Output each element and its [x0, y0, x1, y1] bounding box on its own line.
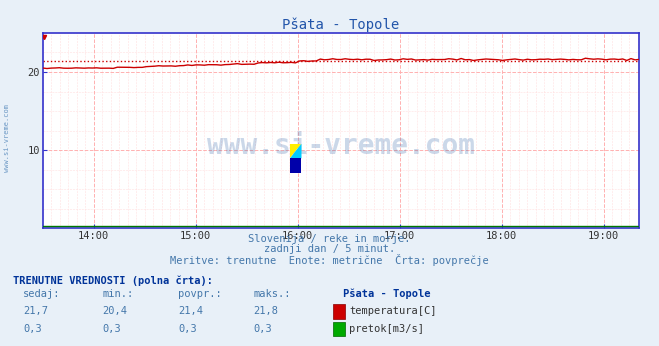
Text: 21,4: 21,4: [178, 306, 203, 316]
Polygon shape: [290, 144, 301, 158]
Title: Pšata - Topole: Pšata - Topole: [283, 17, 399, 32]
Text: povpr.:: povpr.:: [178, 289, 221, 299]
Text: temperatura[C]: temperatura[C]: [349, 306, 437, 316]
Text: 0,3: 0,3: [102, 324, 121, 334]
Text: maks.:: maks.:: [254, 289, 291, 299]
Polygon shape: [290, 144, 301, 158]
Text: www.si-vreme.com: www.si-vreme.com: [3, 104, 10, 172]
Text: Pšata - Topole: Pšata - Topole: [343, 289, 430, 299]
Text: 0,3: 0,3: [178, 324, 196, 334]
Text: 20,4: 20,4: [102, 306, 127, 316]
Text: www.si-vreme.com: www.si-vreme.com: [207, 132, 475, 160]
Text: 0,3: 0,3: [254, 324, 272, 334]
Text: TRENUTNE VREDNOSTI (polna črta):: TRENUTNE VREDNOSTI (polna črta):: [13, 275, 213, 285]
Text: zadnji dan / 5 minut.: zadnji dan / 5 minut.: [264, 244, 395, 254]
Text: Slovenija / reke in morje.: Slovenija / reke in morje.: [248, 234, 411, 244]
Text: Meritve: trenutne  Enote: metrične  Črta: povprečje: Meritve: trenutne Enote: metrične Črta: …: [170, 254, 489, 266]
Text: 0,3: 0,3: [23, 324, 42, 334]
Text: min.:: min.:: [102, 289, 133, 299]
Text: 21,8: 21,8: [254, 306, 279, 316]
Text: sedaj:: sedaj:: [23, 289, 61, 299]
Polygon shape: [290, 158, 301, 173]
Text: 21,7: 21,7: [23, 306, 48, 316]
Text: pretok[m3/s]: pretok[m3/s]: [349, 324, 424, 334]
